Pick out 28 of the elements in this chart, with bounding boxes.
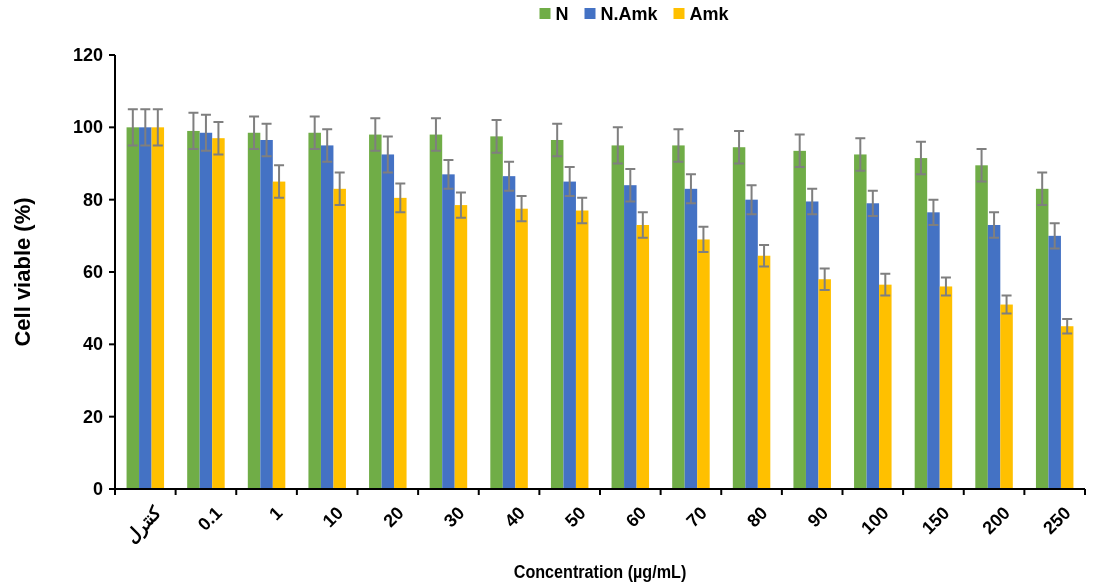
x-tick-label: 1: [265, 502, 287, 524]
x-tick-label: 90: [803, 502, 833, 532]
y-axis-title: Cell viable (%): [10, 197, 35, 347]
x-tick-label: 60: [621, 502, 651, 532]
legend-label: N.Amk: [600, 4, 659, 24]
x-tick-label: 20: [379, 502, 408, 532]
x-tick-label: 30: [440, 502, 469, 532]
x-tick-label: 70: [682, 502, 711, 532]
x-tick-label: 200: [978, 502, 1014, 539]
x-tick-label: 100: [857, 502, 893, 539]
y-tick-label: 80: [82, 189, 103, 210]
y-tick-label: 0: [92, 479, 103, 499]
x-tick-label: كنترل: [121, 502, 166, 548]
x-tick-label: 50: [561, 502, 590, 532]
legend-label: Amk: [689, 4, 730, 24]
y-tick-label: 120: [72, 45, 103, 65]
x-tick-label: 80: [743, 502, 772, 532]
x-tick-label: 40: [500, 502, 529, 532]
y-tick-label: 40: [82, 334, 103, 355]
legend-label: N: [555, 4, 569, 24]
x-tick-label: 150: [917, 502, 954, 539]
y-tick-label: 20: [82, 406, 103, 427]
x-tick-label: 0.1: [193, 502, 226, 535]
y-tick-label: 100: [72, 117, 103, 138]
x-tick-label: 10: [318, 502, 348, 532]
y-tick-label: 60: [82, 262, 103, 282]
x-tick-label: 250: [1039, 502, 1075, 539]
x-axis-title: Concentration (µg/mL): [513, 560, 687, 583]
